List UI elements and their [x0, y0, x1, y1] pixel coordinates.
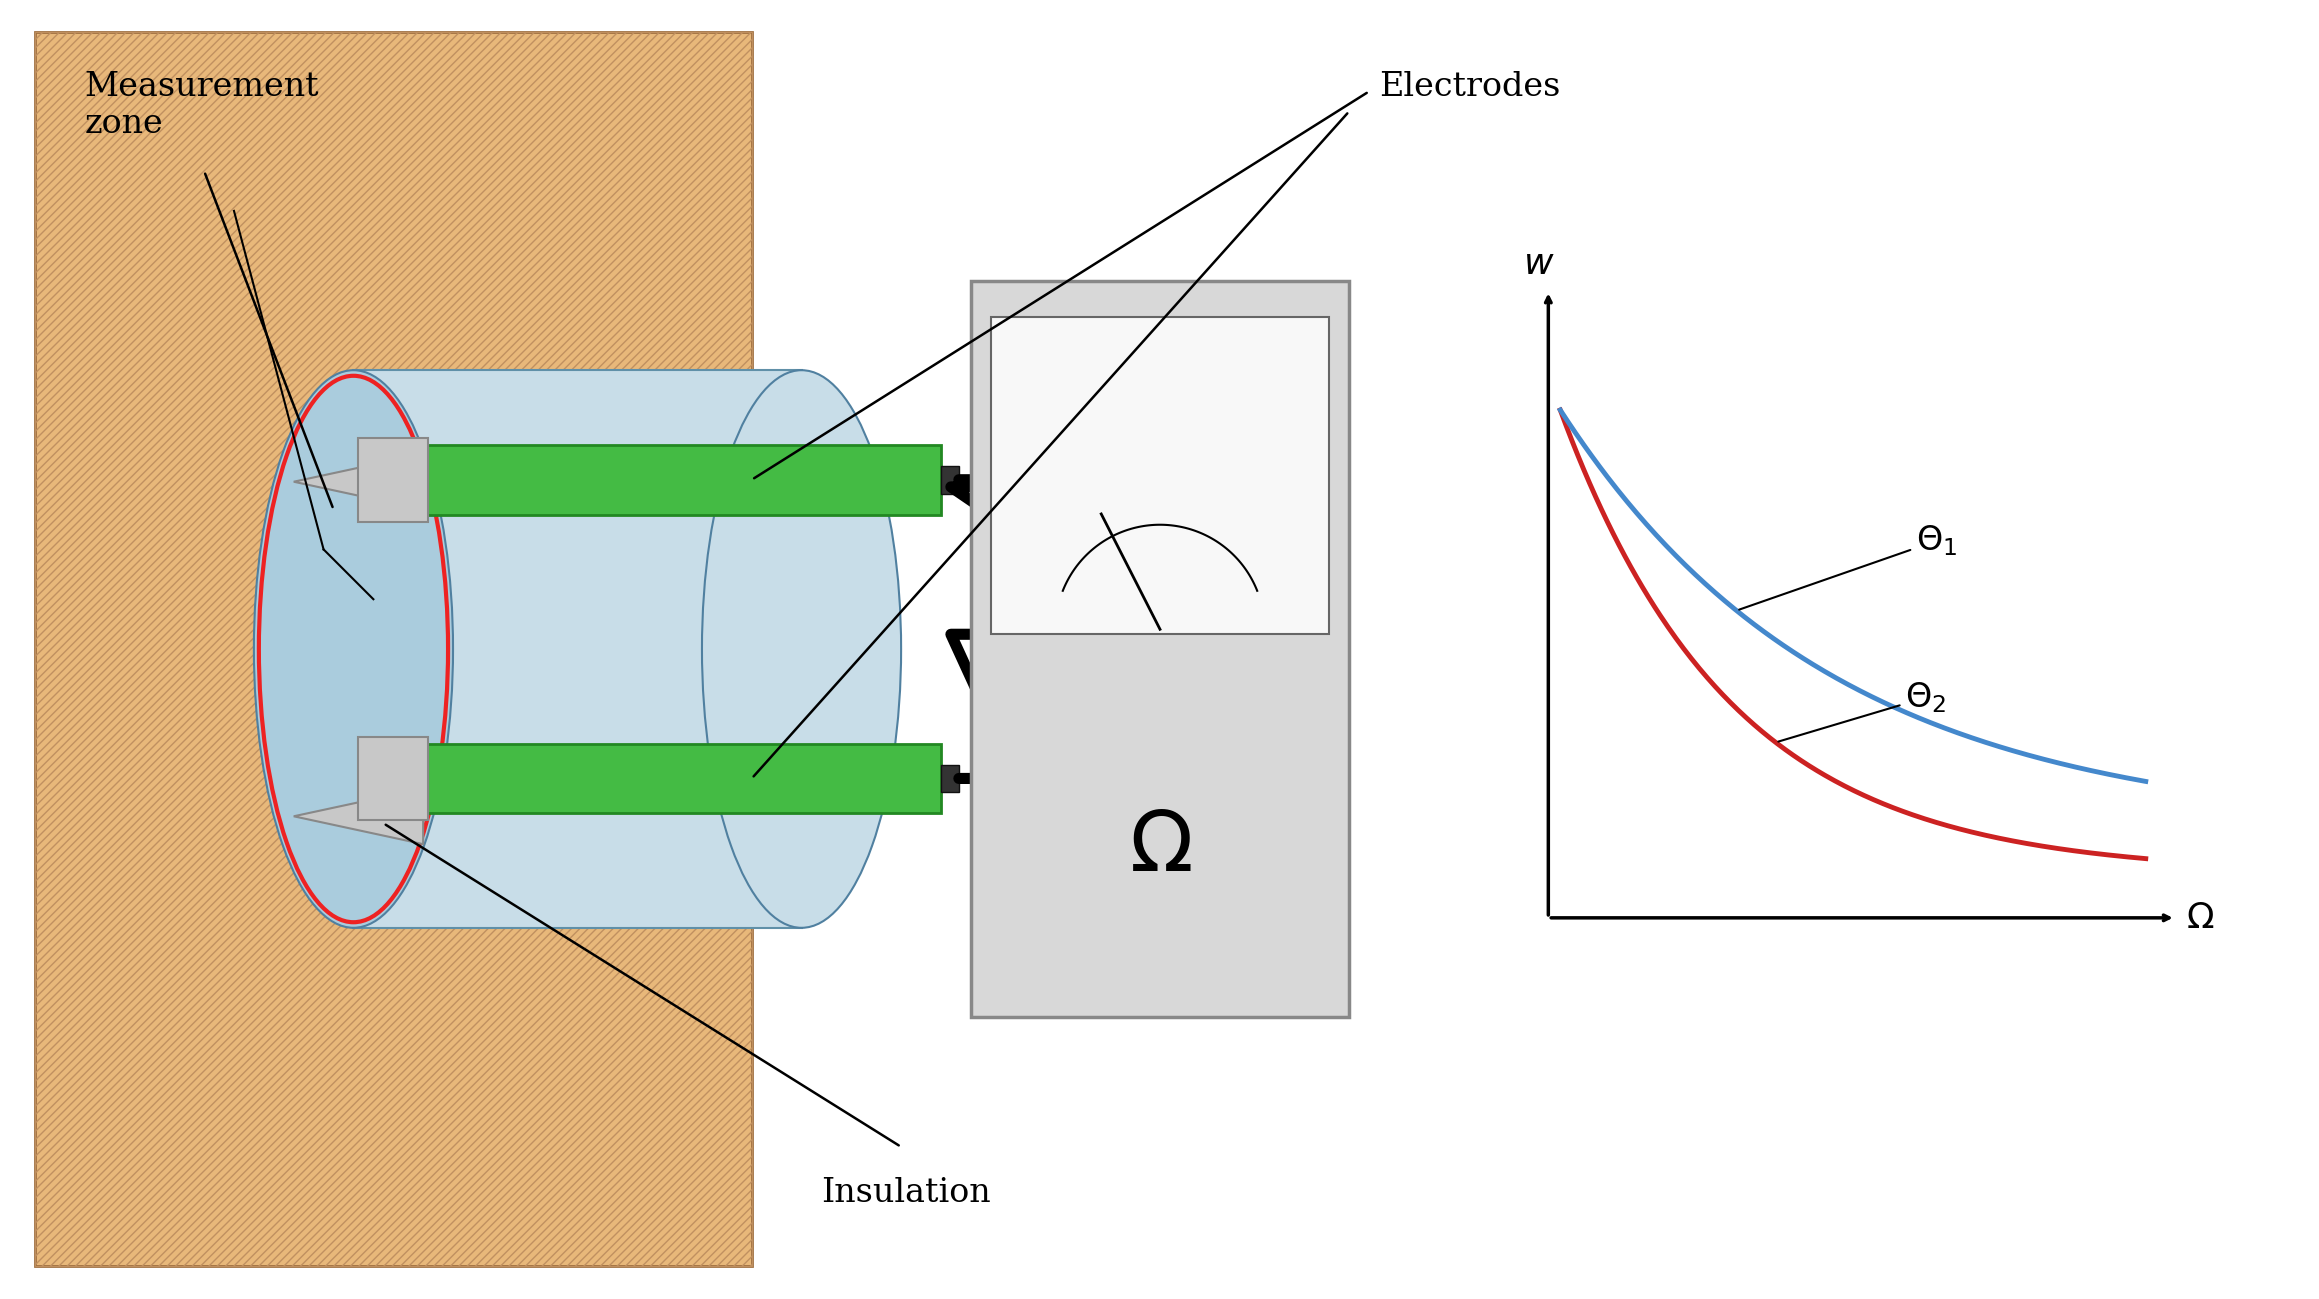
Polygon shape: [295, 788, 422, 844]
Text: Electrodes: Electrodes: [1380, 71, 1561, 104]
Bar: [359, 737, 429, 820]
Text: $w$: $w$: [1524, 247, 1554, 281]
Bar: [394, 444, 942, 514]
Text: Insulation: Insulation: [821, 1177, 990, 1209]
Bar: [990, 317, 1329, 634]
Ellipse shape: [703, 370, 902, 927]
Text: $\Omega$: $\Omega$: [1129, 808, 1192, 889]
Bar: [942, 765, 958, 792]
Polygon shape: [295, 453, 422, 509]
Bar: [359, 438, 429, 522]
Text: $\Omega$: $\Omega$: [2184, 900, 2215, 935]
Ellipse shape: [253, 370, 452, 927]
Bar: [35, 31, 751, 1267]
Bar: [352, 370, 802, 927]
Text: $\Theta_2$: $\Theta_2$: [1779, 681, 1946, 742]
Bar: [394, 743, 942, 813]
Text: $\Theta_1$: $\Theta_1$: [1739, 523, 1957, 609]
Bar: [35, 31, 751, 1267]
Bar: [942, 466, 958, 494]
Text: Measurement
zone: Measurement zone: [83, 71, 320, 140]
Bar: [972, 281, 1350, 1017]
